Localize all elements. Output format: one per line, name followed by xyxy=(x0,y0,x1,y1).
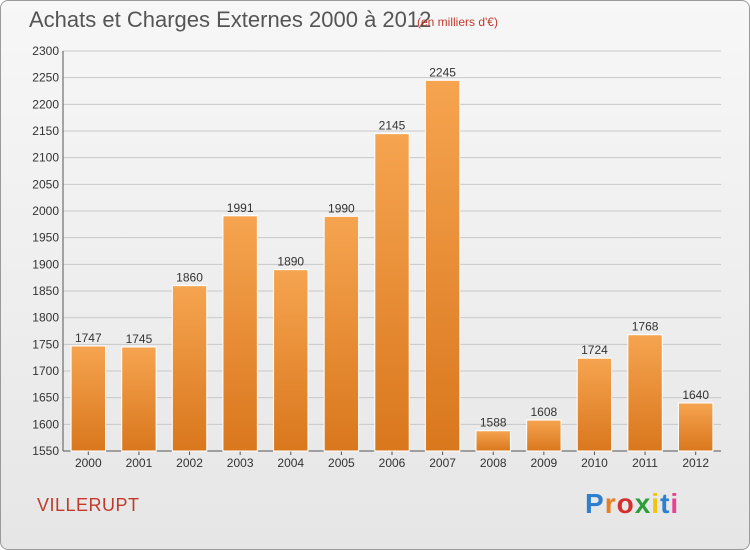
x-tick-label: 2011 xyxy=(632,456,658,470)
y-tick-label: 2250 xyxy=(32,71,59,85)
x-tick-label: 2008 xyxy=(480,456,507,470)
bars: 1747 1745 1860 1991 1890 1990 2145 2245 1588 1608… xyxy=(70,65,714,452)
y-tick-label: 1700 xyxy=(32,364,59,378)
bar xyxy=(627,334,663,452)
bar xyxy=(70,345,107,452)
y-tick-label: 2000 xyxy=(32,204,59,218)
logo-letter: x xyxy=(634,488,652,519)
data-label: 1608 xyxy=(530,405,557,419)
data-label: 1588 xyxy=(480,416,507,430)
y-tick-label: 1900 xyxy=(32,257,59,271)
data-label: 1860 xyxy=(176,271,203,285)
y-tick-label: 1650 xyxy=(32,391,59,405)
x-tick-label: 2012 xyxy=(682,456,709,470)
y-tick-label: 2300 xyxy=(32,44,59,58)
logo-letter: t xyxy=(660,488,671,519)
y-tick-label: 1600 xyxy=(32,417,59,431)
bar xyxy=(677,402,714,452)
bar xyxy=(475,430,511,452)
y-tick-label: 2200 xyxy=(32,97,59,111)
x-tick-label: 2006 xyxy=(379,456,406,470)
chart-title: Achats et Charges Externes 2000 à 2012 xyxy=(29,7,432,32)
bar xyxy=(121,346,157,452)
data-label: 1991 xyxy=(227,201,254,215)
x-tick-label: 2005 xyxy=(328,456,355,470)
x-tick-label: 2000 xyxy=(75,456,102,470)
y-tick-label: 1750 xyxy=(32,337,59,351)
bar xyxy=(424,79,461,452)
proxiti-logo[interactable]: Proxiti xyxy=(585,488,679,520)
data-label: 1745 xyxy=(126,332,153,346)
data-label: 1990 xyxy=(328,201,355,215)
data-label: 1640 xyxy=(682,388,709,402)
x-tick-label: 2007 xyxy=(429,456,456,470)
x-tick-label: 2009 xyxy=(530,456,557,470)
bar xyxy=(576,357,613,452)
data-label: 1890 xyxy=(277,255,304,269)
bar xyxy=(273,269,309,452)
bar xyxy=(222,215,258,452)
logo-letter: r xyxy=(604,488,617,519)
data-label: 1768 xyxy=(632,320,659,334)
y-tick-label: 1950 xyxy=(32,231,59,245)
y-tick-label: 2150 xyxy=(32,124,59,138)
y-tick-label: 2050 xyxy=(32,177,59,191)
x-tick-label: 2003 xyxy=(227,456,254,470)
data-label: 2245 xyxy=(429,65,456,79)
logo-letter: i xyxy=(670,488,680,519)
y-tick-label: 1800 xyxy=(32,311,59,325)
x-tick-label: 2004 xyxy=(277,456,304,470)
y-tick-label: 1850 xyxy=(32,284,59,298)
bar xyxy=(374,133,410,452)
data-label: 1724 xyxy=(581,343,608,357)
x-tick-label: 2002 xyxy=(176,456,203,470)
data-label: 2145 xyxy=(379,119,406,133)
logo-letter: o xyxy=(616,488,635,519)
y-tick-label: 2100 xyxy=(32,151,59,165)
bar xyxy=(526,419,562,452)
place-name: VILLERUPT xyxy=(37,495,140,515)
chart-subtitle: (en milliers d'€) xyxy=(417,15,498,29)
x-tick-label: 2001 xyxy=(126,456,153,470)
x-tick-label: 2010 xyxy=(581,456,608,470)
logo-letter: i xyxy=(651,488,661,519)
bar xyxy=(171,285,208,452)
axes: 1550 1600 1650 1700 1750 1800 1850 1900 1950 2000… xyxy=(32,44,721,470)
data-label: 1747 xyxy=(75,331,102,345)
bar xyxy=(323,215,360,452)
y-tick-label: 1550 xyxy=(32,444,59,458)
logo-letter: P xyxy=(585,488,605,519)
